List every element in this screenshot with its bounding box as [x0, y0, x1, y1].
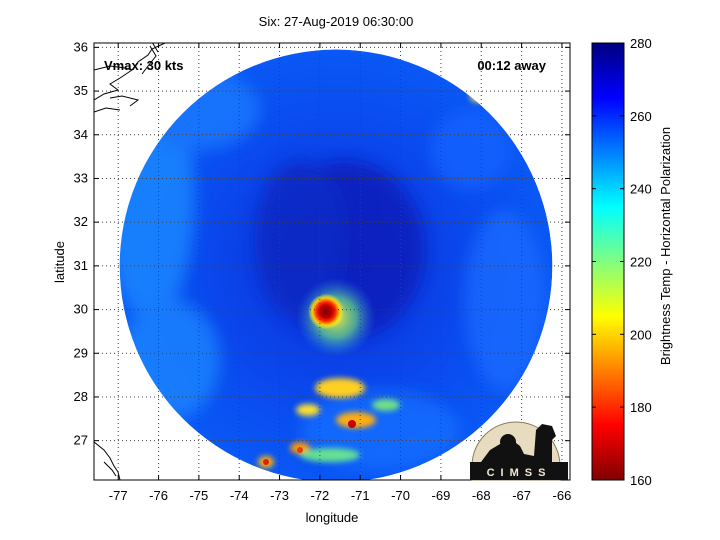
map-plot-area: -77 -76 -75 -74 -73 -72 -71 -70 -69 -68 -67 -66 272… [52, 39, 571, 525]
x-axis-label: longitude [306, 510, 359, 525]
logo-satellite-dish [500, 434, 516, 450]
coastline-florida [94, 441, 121, 480]
y-tick-label: 34 [74, 127, 88, 142]
y-tick-label: 33 [74, 170, 88, 185]
gridlines [94, 43, 570, 480]
x-tick-label: -70 [391, 488, 410, 503]
colorbar-tick-label: 200 [630, 327, 652, 342]
coastline [94, 43, 166, 480]
y-axis-label: latitude [52, 241, 67, 283]
vmax-label: Vmax: 30 kts [104, 58, 184, 73]
colorbar-tick-label: 240 [630, 182, 652, 197]
colorbar-tick-label: 220 [630, 255, 652, 270]
y-tick-label: 36 [74, 39, 88, 54]
rain-band-south-1 [315, 378, 365, 398]
x-tick-label: -66 [553, 488, 572, 503]
rain-band-south-2 [296, 404, 320, 416]
cold-spot-south-1 [348, 420, 356, 428]
colorbar-tick-label: 260 [630, 109, 652, 124]
x-tick-label: -76 [149, 488, 168, 503]
colorbar-tick-label: 160 [630, 473, 652, 488]
x-tick-label: -69 [432, 488, 451, 503]
coastline-north-carolina [94, 43, 166, 113]
x-tick-label: -71 [351, 488, 370, 503]
colorbar: 160 180 200 220 240 260 280 Brightness Temp - … [591, 36, 673, 488]
logo-banner [470, 462, 568, 480]
x-tick-label: -74 [230, 488, 249, 503]
plot-title: Six: 27-Aug-2019 06:30:00 [259, 14, 414, 29]
y-tick-label: 27 [74, 433, 88, 448]
rain-band-south-6 [300, 448, 360, 462]
warm-band-northeast [430, 110, 510, 190]
logo-text: CIMSS [487, 467, 552, 479]
rain-band-east-patch [372, 399, 400, 411]
y-axis-ticks: 27 28 29 30 31 32 33 34 35 36 [74, 39, 570, 448]
storm-cold-core [308, 293, 345, 330]
time-away-label: 00:12 away [477, 58, 546, 73]
colorbar-tick-label: 180 [630, 400, 652, 415]
y-tick-label: 35 [74, 83, 88, 98]
x-tick-label: -67 [512, 488, 531, 503]
colorbar-ticks: 160 180 200 220 240 260 280 [592, 36, 652, 488]
colorbar-tick-label: 280 [630, 36, 652, 51]
y-tick-label: 28 [74, 389, 88, 404]
y-tick-label: 31 [74, 258, 88, 273]
x-tick-label: -75 [189, 488, 208, 503]
y-tick-label: 30 [74, 302, 88, 317]
warm-band-east [465, 210, 545, 390]
cold-spot-south-2 [263, 459, 269, 465]
x-axis-ticks: -77 -76 -75 -74 -73 -72 -71 -70 -69 -68 -67 -66 [109, 43, 572, 503]
y-tick-label: 29 [74, 345, 88, 360]
x-tick-label: -68 [472, 488, 491, 503]
y-tick-label: 32 [74, 214, 88, 229]
logo-building-silhouette [478, 424, 556, 466]
x-tick-label: -73 [270, 488, 289, 503]
cimss-logo: CIMSS [470, 421, 568, 481]
rain-band-south-3 [336, 412, 376, 428]
colorbar-gradient [591, 42, 625, 481]
colorbar-label: Brightness Temp - Horizontal Polarizatio… [658, 127, 673, 365]
x-tick-label: -77 [109, 488, 128, 503]
cold-spot-south-3 [297, 447, 303, 453]
x-tick-label: -72 [310, 488, 329, 503]
plot-frame [93, 42, 571, 481]
